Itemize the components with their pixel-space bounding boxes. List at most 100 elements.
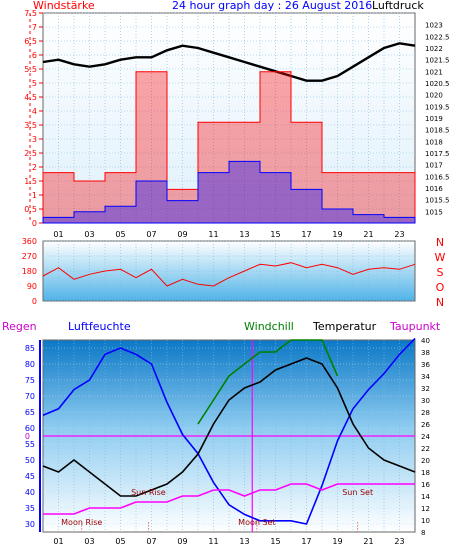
windchill-label: Windchill (244, 320, 294, 333)
rain-label: Regen (2, 320, 37, 333)
wind-tick-label: 0.5 (24, 205, 37, 214)
temperature-tick-label: 24 (421, 433, 430, 441)
temperature-tick-label: 16 (421, 481, 430, 489)
wind-tick-label: 3.5 (24, 121, 37, 130)
pressure-tick-label: 1015 (425, 208, 443, 216)
temperature-tick-label: 40 (421, 337, 430, 345)
wind-tick-label: 3 (32, 135, 37, 144)
x-tick-label: 03 (84, 230, 94, 239)
temperature-line (42, 357, 416, 497)
humidity-tick-label: 45 (25, 472, 35, 481)
wind-tick-label: 0 (32, 219, 37, 228)
annotation-label: Moon Set (238, 518, 275, 527)
x-tick-label: 19 (332, 537, 342, 546)
temperature-tick-label: 14 (421, 493, 430, 501)
x-tick-label: 17 (301, 537, 311, 546)
wind-tick-label: 6 (32, 51, 37, 60)
x-tick-label: 05 (115, 230, 125, 239)
humidity-tick-label: 60 (25, 424, 35, 433)
pressure-axis-label: Luftdruck (372, 0, 424, 12)
pressure-tick-label: 1019.5 (425, 103, 450, 111)
humidity-tick-label: 40 (25, 488, 35, 497)
wind-tick-label: 1 (32, 191, 37, 200)
wind-tick-label: 7 (32, 23, 37, 32)
pressure-tick-label: 1020 (425, 92, 443, 100)
wind-axis-label: Windstärke (33, 0, 95, 12)
humidity-tick-label: 70 (25, 392, 35, 401)
pressure-tick-label: 1018 (425, 138, 443, 146)
x-tick-label: 11 (208, 537, 218, 546)
temperature-tick-label: 8 (421, 529, 425, 537)
compass-label: O (436, 281, 445, 294)
x-tick-label: 23 (394, 230, 404, 239)
dewpoint-label: Taupunkt (389, 320, 441, 333)
annotation-label: Sun Set (342, 488, 373, 497)
temperature-tick-label: 34 (421, 373, 430, 381)
temperature-tick-label: 28 (421, 409, 430, 417)
rain-tick-label: 0 (25, 432, 30, 441)
temperature-tick-label: 18 (421, 469, 430, 477)
humidity-label: Luftfeuchte (68, 320, 131, 333)
wind-tick-label: 4 (32, 107, 37, 116)
x-tick-label: 15 (270, 230, 280, 239)
x-tick-label: 03 (84, 537, 94, 546)
tick-labels: 00.511.522.533.544.555.566.577.510151015… (22, 9, 450, 546)
chart-marks (42, 42, 416, 532)
temperature-tick-label: 38 (421, 349, 430, 357)
humidity-tick-label: 65 (25, 408, 35, 417)
x-tick-label: 05 (115, 537, 125, 546)
x-tick-label: 07 (146, 230, 156, 239)
humidity-tick-label: 35 (25, 504, 35, 513)
humidity-line (42, 337, 416, 525)
x-tick-label: 21 (363, 537, 373, 546)
x-tick-label: 19 (332, 230, 342, 239)
direction-tick-label: 90 (27, 282, 37, 291)
x-tick-label: 21 (363, 230, 373, 239)
wind_avg-series (42, 160, 416, 224)
wind-tick-label: 2.5 (24, 149, 37, 158)
x-tick-label: 23 (394, 537, 404, 546)
direction-tick-label: 0 (32, 297, 37, 306)
x-tick-label: 13 (239, 230, 249, 239)
temperature-tick-label: 10 (421, 517, 430, 525)
wind-tick-label: 5.5 (24, 65, 37, 74)
x-tick-label: 01 (53, 230, 63, 239)
compass-label: N (436, 296, 444, 309)
humidity-tick-label: 55 (25, 440, 35, 449)
temperature-tick-label: 26 (421, 421, 430, 429)
humidity-tick-label: 30 (25, 520, 35, 529)
x-tick-label: 09 (177, 230, 187, 239)
pressure-tick-label: 1021 (425, 68, 443, 76)
humidity-tick-label: 50 (25, 456, 35, 465)
temperature-tick-label: 22 (421, 445, 430, 453)
dewpoint-line (43, 483, 415, 515)
pressure-tick-label: 1022.5 (425, 33, 450, 41)
pressure-tick-label: 1022 (425, 45, 443, 53)
compass-label: N (436, 236, 444, 249)
humidity-tick-label: 85 (25, 344, 35, 353)
temperature-tick-label: 36 (421, 361, 430, 369)
temperature-tick-label: 32 (421, 385, 430, 393)
wind-tick-label: 7.5 (24, 9, 37, 18)
humidity-tick-label: 75 (25, 376, 35, 385)
direction-tick-label: 360 (22, 237, 37, 246)
pressure-tick-label: 1021.5 (425, 57, 450, 65)
direction-tick-label: 180 (22, 267, 37, 276)
x-tick-label: 11 (208, 230, 218, 239)
wind-tick-label: 2 (32, 163, 37, 172)
temperature-tick-label: 12 (421, 505, 430, 513)
wind-tick-label: 5 (32, 79, 37, 88)
windchill-line (197, 339, 339, 425)
humidity-tick-label: 80 (25, 360, 35, 369)
compass-label: W (435, 251, 446, 264)
pressure-tick-label: 1017 (425, 162, 443, 170)
pressure-tick-label: 1016 (425, 185, 443, 193)
pressure-tick-label: 1020.5 (425, 80, 450, 88)
annotation-label: Moon Rise (61, 518, 102, 527)
wind-direction-line (42, 262, 416, 287)
wind-tick-label: 4.5 (24, 93, 37, 102)
temperature-tick-label: 20 (421, 457, 430, 465)
x-tick-label: 15 (270, 537, 280, 546)
x-tick-label: 13 (239, 537, 249, 546)
